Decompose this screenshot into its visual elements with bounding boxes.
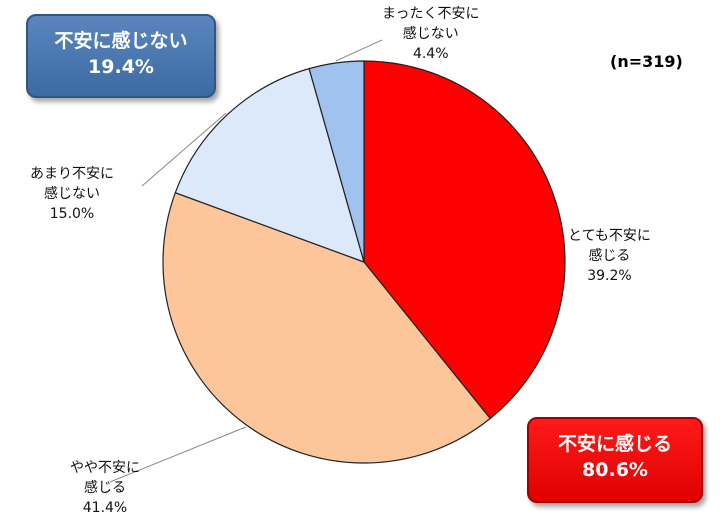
slice-label-somewhat-anxious-line2: 感じる: [84, 480, 126, 496]
slice-label-not-anxious-at-all-pct: 4.4%: [412, 46, 449, 62]
slice-somewhat-anxious-leader-line: [109, 426, 246, 483]
slice-label-very-anxious-pct: 39.2%: [587, 268, 632, 284]
slice-label-not-very-anxious-line2: 感じない: [44, 186, 100, 202]
slice-not-very-anxious-leader-line: [141, 112, 227, 187]
slice-label-not-anxious-at-all: まったく不安に 感じない 4.4%: [382, 4, 479, 64]
anxious-summary-label: 不安に感じる: [557, 433, 672, 455]
slice-label-somewhat-anxious-pct: 41.4%: [82, 500, 128, 516]
slice-label-not-very-anxious-pct: 15.0%: [49, 206, 95, 222]
anxious-summary-value: 80.6%: [582, 459, 648, 481]
slice-label-somewhat-anxious-line1: やや不安に: [70, 460, 140, 476]
slice-label-not-very-anxious: あまり不安に 感じない 15.0%: [30, 164, 114, 224]
slice-label-not-anxious-at-all-line1: まったく不安に: [382, 6, 480, 22]
not-anxious-summary-value: 19.4%: [88, 56, 154, 78]
sample-size-label: (n=319): [610, 52, 683, 71]
slice-label-somewhat-anxious: やや不安に 感じる 41.4%: [70, 458, 140, 518]
slice-label-not-very-anxious-line1: あまり不安に: [30, 166, 114, 182]
slice-not-anxious-at-all: [308, 60, 365, 263]
slice-not-very-anxious: [174, 67, 365, 263]
slice-not-anxious-at-all-leader-line: [335, 39, 383, 62]
slice-very-anxious: [363, 60, 566, 420]
not-anxious-summary-label: 不安に感じない: [54, 30, 188, 52]
slice-label-very-anxious-line2: 感じる: [588, 248, 631, 264]
anxious-summary-box: 不安に感じる 80.6%: [527, 417, 703, 503]
slice-label-very-anxious-line1: とても不安に: [568, 228, 651, 244]
slice-label-not-anxious-at-all-line2: 感じない: [402, 26, 459, 42]
slice-label-very-anxious: とても不安に 感じる 39.2%: [568, 226, 651, 286]
slice-somewhat-anxious: [162, 191, 492, 464]
not-anxious-summary-box: 不安に感じない 19.4%: [26, 14, 216, 98]
